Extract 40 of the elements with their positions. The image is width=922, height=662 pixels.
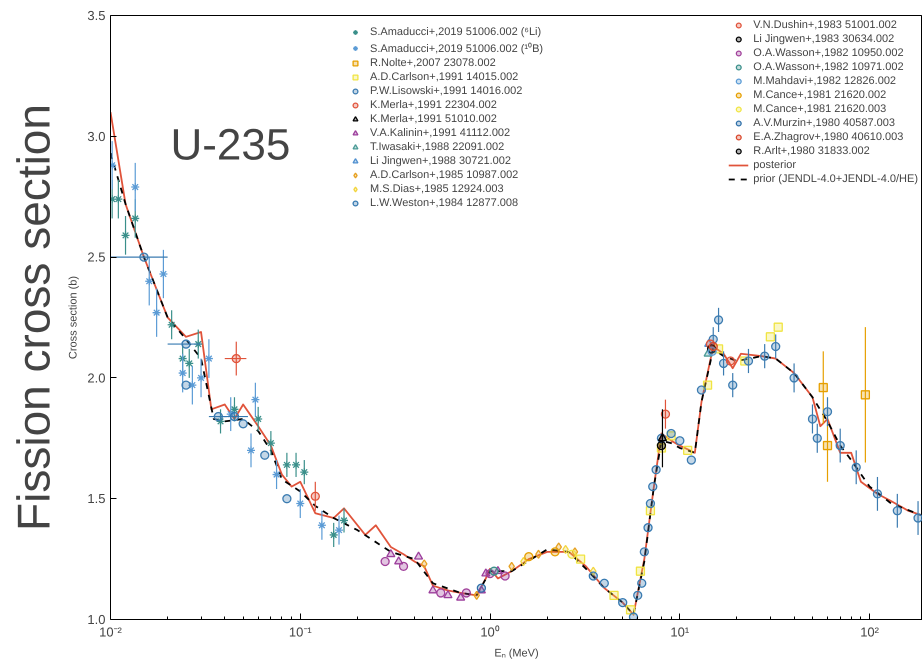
- y-tick-label: 1.5: [87, 491, 106, 506]
- legend-label: K.Merla+,1991 22304.002: [370, 99, 497, 111]
- x-tick-label: 10⁻²: [99, 624, 123, 640]
- text: Fission cross section: [8, 104, 60, 531]
- legend-label: R.Nolte+,2007 23078.002: [370, 57, 496, 69]
- legend-label: M.Cance+,1981 21620.003: [753, 103, 886, 115]
- annotation: U-235: [170, 120, 290, 170]
- legend-label: P.W.Lisowski+,1991 14016.002: [370, 85, 522, 97]
- y-axis-title: Cross section (b): [67, 276, 80, 360]
- legend-label: S.Amaducci+,2019 51006.002 (⁶Li): [370, 26, 542, 38]
- legend-label: M.Mahdavi+,1982 12826.002: [753, 75, 896, 87]
- legend-label: prior (JENDL-4.0+JENDL-4.0/HE): [753, 173, 918, 185]
- legend-label: O.A.Wasson+,1982 10950.002: [753, 47, 904, 59]
- legend-label: L.W.Weston+,1984 12877.008: [370, 197, 518, 209]
- legend-label: Li Jingwen+,1983 30634.002: [753, 33, 894, 45]
- y-tick-label: 3.5: [87, 8, 106, 23]
- legend-label: O.A.Wasson+,1982 10971.002: [753, 61, 904, 73]
- x-tick-label: 10⁰: [480, 624, 500, 640]
- legend-label: posterior: [753, 159, 796, 171]
- y-tick-label: 2.0: [87, 370, 106, 386]
- legend-label: S.Amaducci+,2019 51006.002 (¹⁰B): [370, 42, 544, 55]
- legend-label: V.A.Kalinin+,1991 41112.002: [370, 127, 510, 139]
- legend-label: V.N.Dushin+,1983 51001.002: [753, 19, 897, 31]
- legend-label: M.Cance+,1981 21620.002: [753, 89, 886, 101]
- legend-label: K.Merla+,1991 51010.002: [370, 113, 497, 125]
- legend-label: M.S.Dias+,1985 12924.003: [370, 183, 504, 195]
- legend-label: A.D.Carlson+,1991 14015.002: [370, 71, 518, 83]
- x-axis-title: Eₙ (MeV): [494, 648, 539, 660]
- legend-label: A.V.Murzin+,1980 40587.003: [753, 117, 896, 129]
- x-tick-label: 10¹: [670, 624, 690, 640]
- legend-label: A.D.Carlson+,1985 10987.002: [370, 169, 518, 181]
- legend-label: T.Iwasaki+,1988 22091.002: [370, 141, 504, 153]
- legend-label: R.Arlt+,1980 31833.002: [753, 145, 870, 157]
- y-tick-label: 3.0: [87, 128, 106, 144]
- legend-label: E.A.Zhagrov+,1980 40610.003: [753, 131, 904, 143]
- y-tick-label: 1.0: [87, 612, 106, 627]
- x-tick-label: 10²: [860, 624, 880, 640]
- legend-label: Li Jingwen+,1988 30721.002: [370, 155, 511, 167]
- x-tick-label: 10⁻¹: [288, 624, 312, 640]
- y-tick-label: 2.5: [87, 250, 106, 265]
